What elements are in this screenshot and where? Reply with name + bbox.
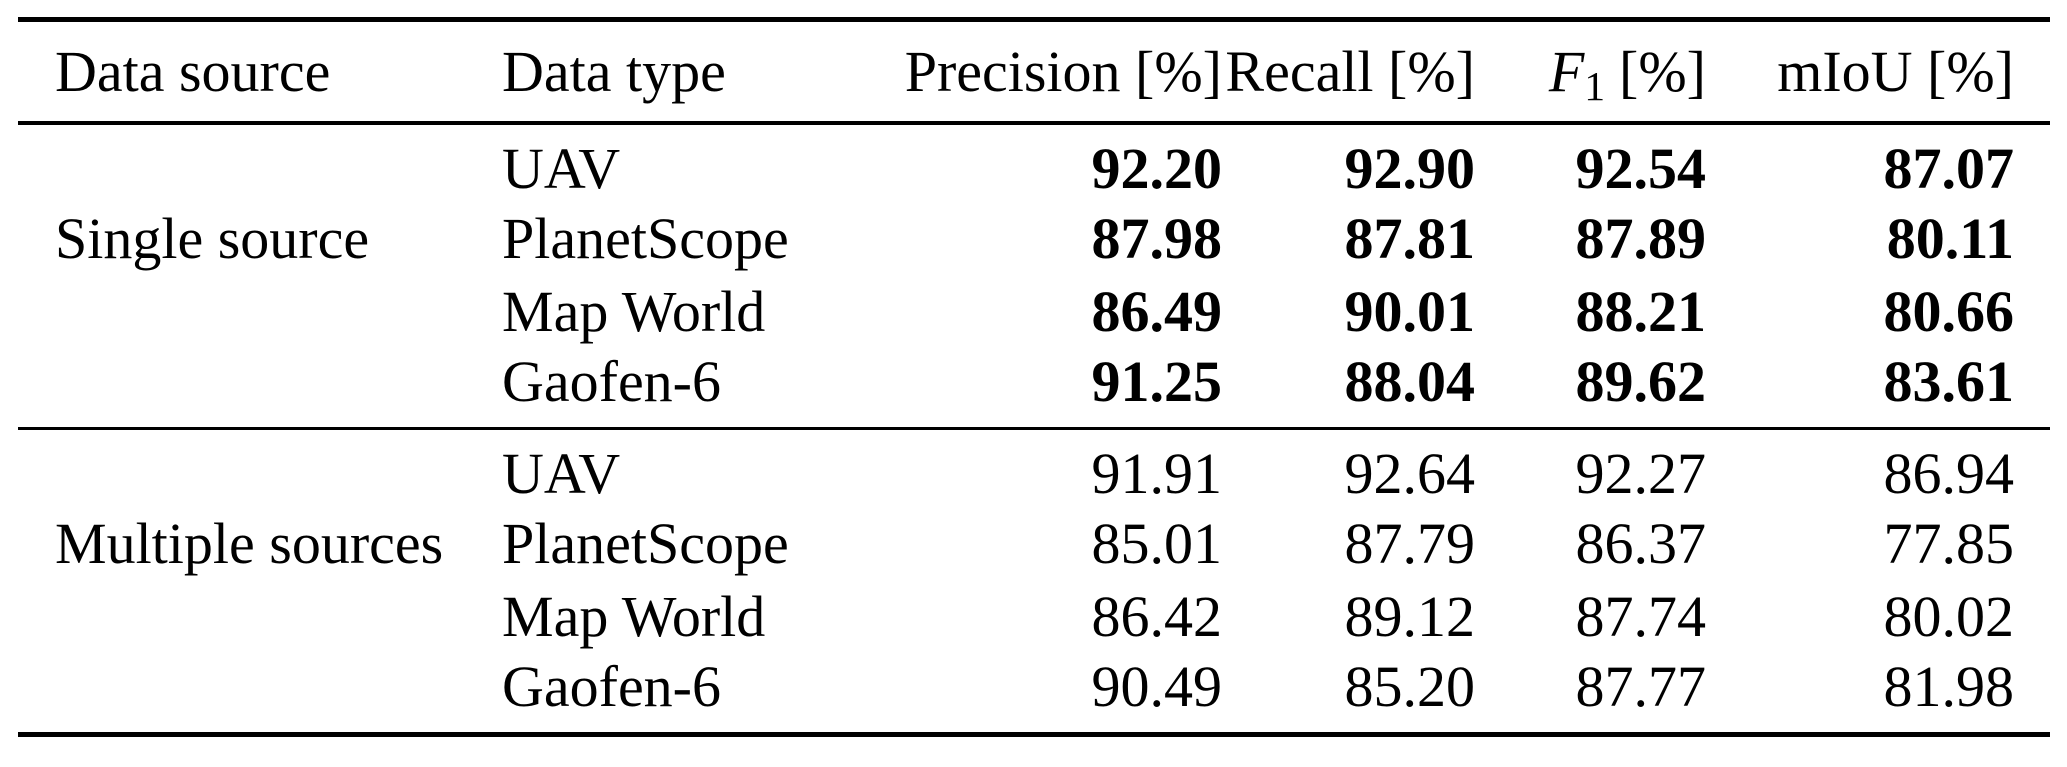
table-row: Map World 86.42 89.12 87.74 80.02 xyxy=(18,580,2050,653)
recall-value: 87.81 xyxy=(1344,206,1476,271)
precision-value: 92.20 xyxy=(1091,136,1223,201)
recall-value: 89.12 xyxy=(1344,584,1476,649)
data-type-cell: UAV xyxy=(502,441,621,506)
miou-value: 86.94 xyxy=(1883,441,2015,506)
precision-value: 86.49 xyxy=(1091,279,1223,344)
f1-value: 87.89 xyxy=(1575,206,1707,271)
group-label-spacer xyxy=(18,653,500,735)
miou-value: 80.66 xyxy=(1883,279,2015,344)
precision-value: 91.91 xyxy=(1091,441,1223,506)
f1-value: 92.27 xyxy=(1575,441,1707,506)
data-type-cell: Gaofen-6 xyxy=(502,654,722,719)
group-label-spacer xyxy=(18,348,500,430)
col-header-data-source: Data source xyxy=(18,19,500,125)
table-row: Gaofen-6 90.49 85.20 87.77 81.98 xyxy=(18,653,2050,735)
table-row: UAV 92.20 92.90 92.54 87.07 xyxy=(18,123,2050,202)
miou-value: 77.85 xyxy=(1883,511,2015,576)
col-header-recall: Recall [%] xyxy=(1222,19,1475,125)
recall-value: 87.79 xyxy=(1344,511,1476,576)
data-type-cell: Map World xyxy=(502,584,766,649)
precision-value: 90.49 xyxy=(1091,654,1223,719)
data-type-cell: Gaofen-6 xyxy=(500,348,860,430)
col-header-f1: F1 [%] xyxy=(1475,19,1706,125)
results-table-container: Data source Data type Precision [%] Reca… xyxy=(18,17,2050,737)
f1-value: 86.37 xyxy=(1575,511,1707,576)
f1-value: 89.62 xyxy=(1475,348,1706,430)
miou-value: 83.61 xyxy=(1706,348,2050,430)
miou-value: 80.02 xyxy=(1883,584,2015,649)
col-header-miou: mIoU [%] xyxy=(1706,19,2050,125)
precision-value: 86.42 xyxy=(1091,584,1223,649)
data-type-cell: PlanetScope xyxy=(502,206,789,271)
group-label-spacer xyxy=(18,123,500,202)
group-label-multiple-sources: Multiple sources xyxy=(55,511,444,576)
data-type-cell: Map World xyxy=(502,279,766,344)
col-header-precision: Precision [%] xyxy=(860,19,1222,125)
table-row: Single source PlanetScope 87.98 87.81 87… xyxy=(18,202,2050,275)
f1-symbol: F xyxy=(1548,39,1585,104)
table-row: Gaofen-6 91.25 88.04 89.62 83.61 xyxy=(18,348,2050,430)
miou-value: 80.11 xyxy=(1886,206,2014,271)
f1-unit: [%] xyxy=(1619,39,1706,104)
results-table: Data source Data type Precision [%] Reca… xyxy=(18,17,2050,737)
recall-value: 85.20 xyxy=(1344,654,1476,719)
table-header: Data source Data type Precision [%] Reca… xyxy=(18,19,2050,125)
f1-value: 87.74 xyxy=(1575,584,1707,649)
miou-value: 81.98 xyxy=(1883,654,2015,719)
miou-value: 87.07 xyxy=(1883,136,2015,201)
f1-value: 87.77 xyxy=(1575,654,1707,719)
group-label-spacer xyxy=(18,275,500,348)
recall-value: 92.90 xyxy=(1344,136,1476,201)
f1-value: 88.21 xyxy=(1575,279,1707,344)
recall-value: 90.01 xyxy=(1344,279,1476,344)
precision-value: 91.25 xyxy=(860,348,1222,430)
header-row: Data source Data type Precision [%] Reca… xyxy=(18,19,2050,125)
precision-value: 85.01 xyxy=(1091,511,1223,576)
recall-value: 92.64 xyxy=(1344,441,1476,506)
group-label-single-source: Single source xyxy=(55,206,370,271)
data-type-cell: UAV xyxy=(502,136,621,201)
f1-value: 92.54 xyxy=(1575,136,1707,201)
col-header-data-type: Data type xyxy=(500,19,860,125)
precision-value: 87.98 xyxy=(1091,206,1223,271)
group-label-spacer xyxy=(18,429,500,508)
table-row: UAV 91.91 92.64 92.27 86.94 xyxy=(18,429,2050,508)
recall-value: 88.04 xyxy=(1222,348,1475,430)
group-single-source: UAV 92.20 92.90 92.54 87.07 Single sourc… xyxy=(18,123,2050,430)
table-row: Multiple sources PlanetScope 85.01 87.79… xyxy=(18,507,2050,580)
data-type-cell: PlanetScope xyxy=(502,511,789,576)
group-multiple-sources: UAV 91.91 92.64 92.27 86.94 Multiple sou… xyxy=(18,429,2050,735)
f1-subscript: 1 xyxy=(1584,64,1606,111)
table-row: Map World 86.49 90.01 88.21 80.66 xyxy=(18,275,2050,348)
group-label-spacer xyxy=(18,580,500,653)
